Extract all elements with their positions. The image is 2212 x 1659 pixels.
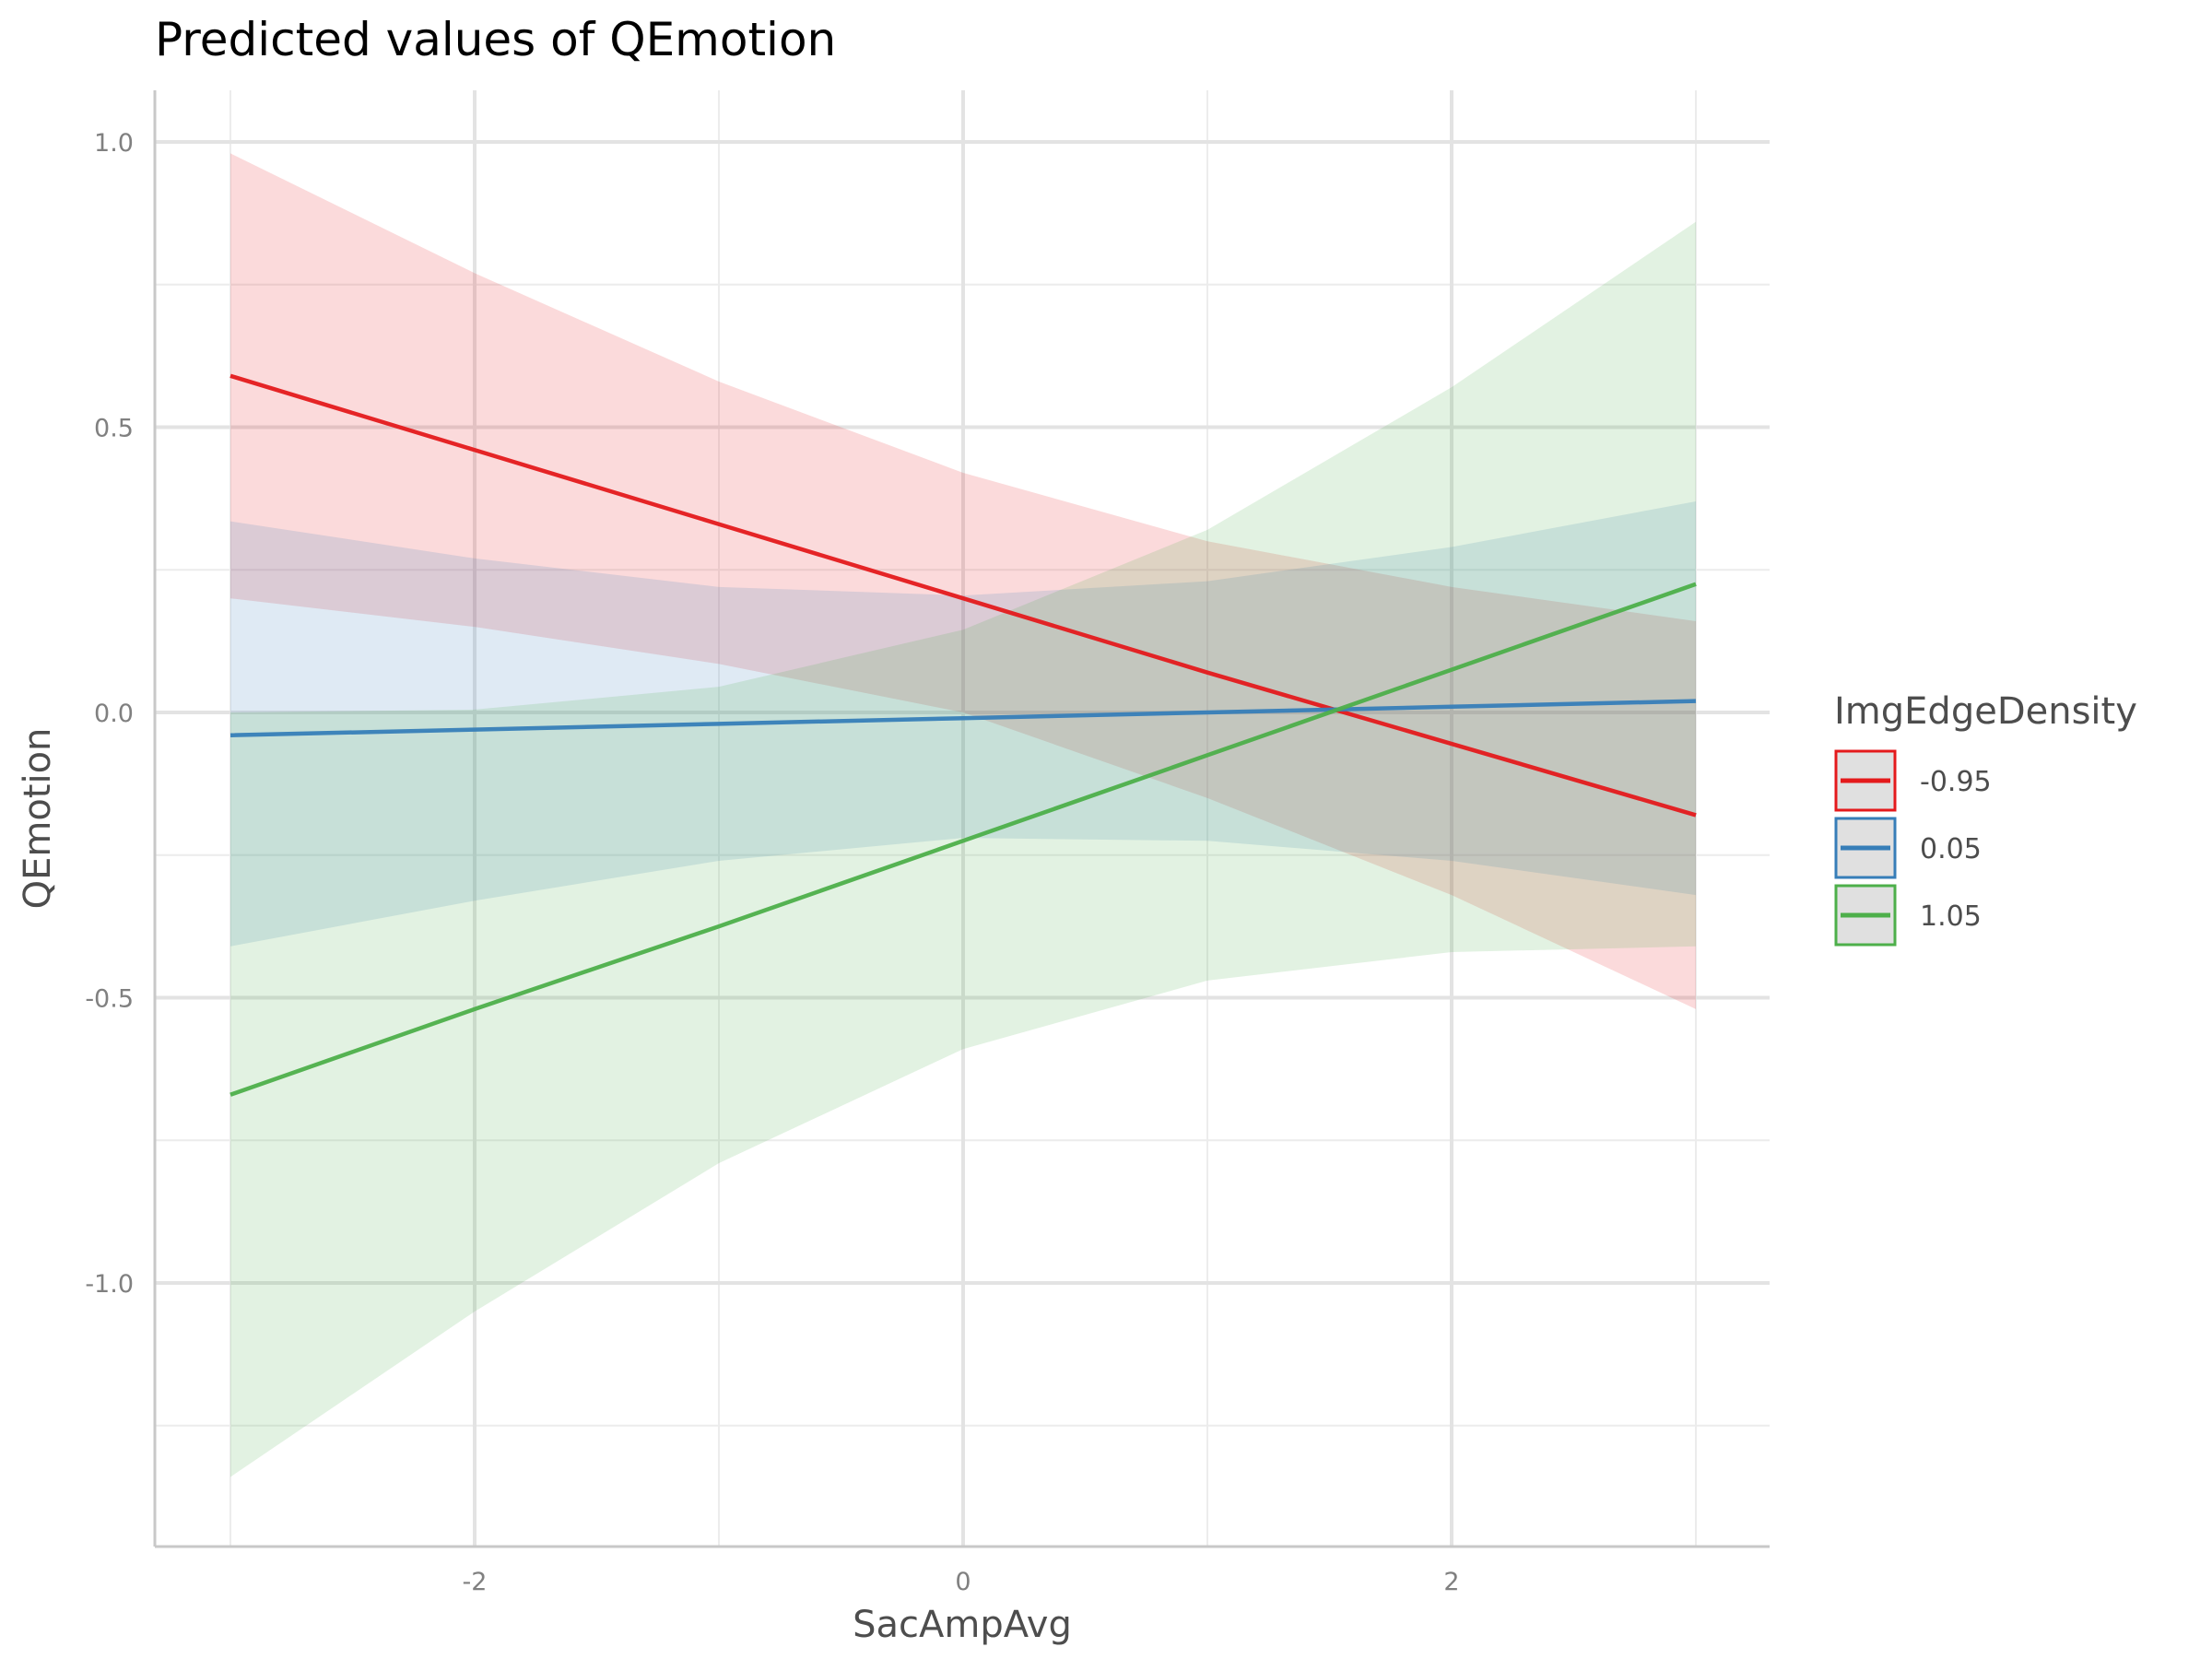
line-series-3 — [229, 582, 1697, 1097]
major-gridlines — [155, 90, 1770, 1547]
x-tick-label: 0 — [955, 1568, 971, 1596]
ribbon-series-2 — [230, 500, 1696, 947]
y-tick-label: 1.0 — [94, 129, 134, 158]
legend-label: -0.95 — [1920, 766, 1992, 798]
legend-label: 1.05 — [1920, 900, 1982, 933]
legend-label: 0.05 — [1920, 833, 1982, 865]
x-tick-label: 2 — [1443, 1568, 1459, 1596]
legend-item: -0.95 — [1834, 749, 1992, 812]
legend: ImgEdgeDensity -0.95 0.05 1.05 — [1834, 690, 2137, 947]
ribbon-series-1 — [230, 153, 1696, 1009]
y-tick-label: -1.0 — [85, 1270, 134, 1299]
line-series-1 — [229, 373, 1697, 818]
x-tick-labels: -2 0 2 — [463, 1568, 1460, 1596]
series-lines — [229, 373, 1697, 1097]
ribbon-series-3 — [230, 221, 1696, 1477]
x-axis-title: SacAmpAvg — [853, 1604, 1072, 1646]
y-axis-title: QEmotion — [17, 728, 59, 910]
y-tick-label: 0.5 — [94, 415, 134, 443]
line-series-2 — [229, 699, 1697, 738]
x-tick-label: -2 — [463, 1568, 488, 1596]
confidence-ribbons — [230, 153, 1696, 1477]
legend-title: ImgEdgeDensity — [1834, 690, 2137, 733]
y-tick-labels: -1.0 -0.5 0.0 0.5 1.0 — [85, 129, 134, 1299]
legend-item: 1.05 — [1834, 884, 1982, 947]
legend-item: 0.05 — [1834, 817, 1982, 879]
y-tick-label: 0.0 — [94, 700, 134, 728]
chart-title: Predicted values of QEmotion — [155, 13, 836, 66]
y-tick-label: -0.5 — [85, 985, 134, 1014]
